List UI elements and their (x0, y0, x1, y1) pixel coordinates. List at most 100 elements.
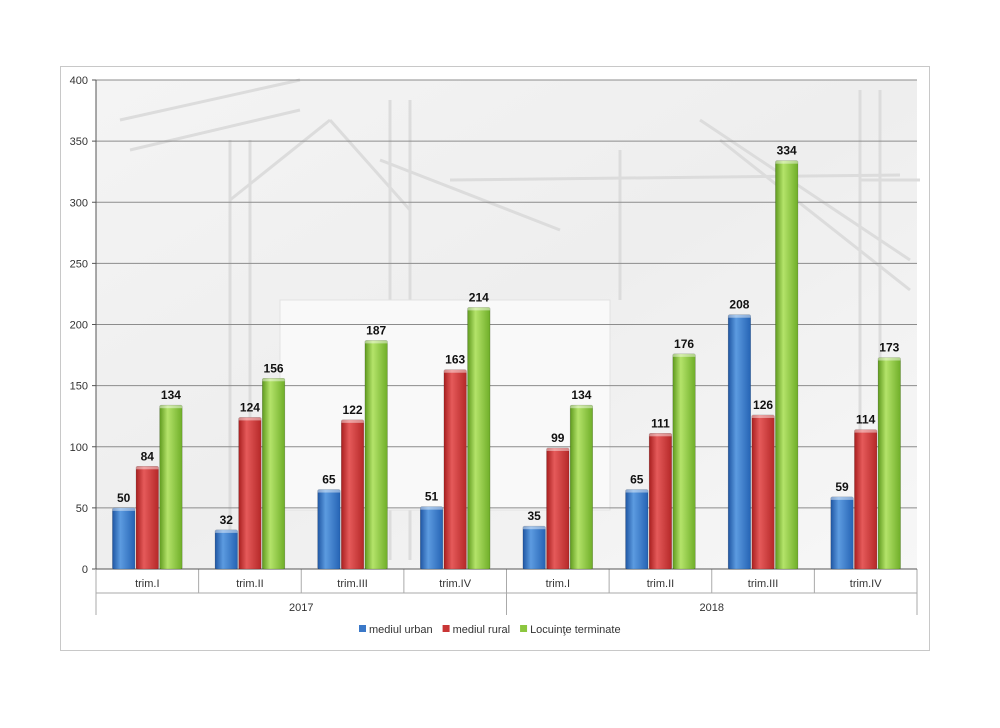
bar (135, 466, 159, 570)
y-tick-label: 100 (70, 442, 88, 454)
legend-swatch (520, 625, 528, 632)
data-label: 99 (551, 431, 565, 445)
y-tick-label: 50 (76, 503, 88, 515)
y-tick-label: 400 (70, 75, 88, 87)
data-label: 32 (220, 513, 234, 527)
data-label: 50 (117, 491, 131, 505)
x-tick-label: trim.III (748, 578, 779, 590)
legend-label: mediul urban (369, 624, 433, 636)
bar (112, 507, 136, 570)
bar-top-highlight (672, 353, 696, 357)
bar (727, 314, 751, 570)
bar-top-highlight (570, 405, 593, 409)
bar-top-highlight (830, 496, 854, 500)
legend-swatch (359, 625, 366, 632)
bar (625, 489, 649, 570)
data-label: 173 (879, 341, 899, 355)
bar (569, 404, 593, 570)
x-tick-label: trim.IV (439, 578, 471, 590)
bar-top-highlight (443, 369, 467, 373)
bar (317, 489, 341, 570)
bar (522, 525, 546, 570)
bar-top-highlight (751, 414, 775, 418)
bar (214, 529, 238, 570)
bar (672, 353, 696, 570)
background-line (699, 118, 911, 262)
data-label: 51 (425, 490, 439, 504)
data-label: 187 (366, 323, 386, 337)
background-line (129, 108, 301, 152)
bar (854, 429, 878, 570)
bar-top-highlight (136, 466, 159, 470)
background-line (229, 118, 331, 202)
data-label: 176 (674, 337, 694, 351)
axes: 0 50 100 150 200 250 300 350 400 trim.I trim.II tri… (70, 75, 918, 615)
data-label: 111 (651, 416, 670, 430)
bar (443, 369, 467, 570)
data-labels: 50 32 65 51 35 65 208 59 84 124 122 163 99 111 126 114 1… (117, 144, 900, 527)
data-label: 35 (528, 509, 542, 523)
group-label: 2018 (700, 602, 724, 614)
x-tick-label: trim.I (135, 578, 159, 590)
data-label: 134 (571, 388, 591, 402)
y-tick-label: 300 (70, 197, 88, 209)
data-label: 65 (322, 473, 336, 487)
background-line (449, 173, 901, 182)
x-tick-label: trim.II (236, 578, 264, 590)
bar (877, 357, 901, 570)
x-tick-label: trim.III (337, 578, 368, 590)
bar (546, 447, 570, 570)
bar-top-highlight (420, 506, 443, 510)
bar-top-highlight (625, 489, 649, 493)
legend-swatch (442, 625, 450, 632)
data-label: 334 (777, 144, 797, 158)
bar-top-highlight (112, 507, 135, 511)
bar-top-highlight (364, 340, 388, 344)
bar (262, 377, 286, 570)
bar-top-highlight (649, 433, 672, 437)
bar (648, 433, 672, 570)
bar-top-highlight (878, 357, 901, 361)
y-tick-label: 150 (70, 381, 88, 393)
bar-top-highlight (262, 378, 285, 382)
bar-top-highlight (317, 489, 341, 493)
data-label: 124 (240, 400, 260, 414)
bar (341, 419, 365, 570)
bar (420, 506, 444, 570)
bar-top-highlight (775, 160, 798, 164)
bar (751, 414, 775, 570)
y-tick-label: 200 (70, 320, 88, 332)
x-tick-label: trim.II (647, 578, 675, 590)
data-label: 114 (856, 413, 876, 427)
group-label: 2017 (289, 602, 313, 614)
bar-top-highlight (728, 314, 751, 318)
bar-top-highlight (854, 429, 877, 433)
bar-top-highlight (341, 419, 364, 423)
background-line (119, 78, 301, 122)
bar-top-highlight (467, 307, 491, 311)
bar-top-highlight (546, 447, 570, 451)
data-label: 156 (264, 361, 284, 375)
x-tick-label: trim.I (546, 578, 570, 590)
legend-label: mediul rural (453, 624, 510, 636)
data-label: 59 (835, 480, 849, 494)
data-label: 163 (445, 353, 465, 367)
bar (364, 340, 388, 570)
bar-top-highlight (238, 417, 262, 421)
bars (112, 160, 901, 570)
legend: mediul urban mediul rural Locuinţe termina… (359, 624, 621, 636)
background-line (719, 138, 911, 292)
data-label: 126 (753, 398, 773, 412)
data-label: 214 (469, 290, 489, 304)
y-tick-label: 350 (70, 136, 88, 148)
x-tick-label: trim.IV (850, 578, 882, 590)
data-label: 122 (343, 403, 363, 417)
bar (830, 496, 854, 570)
background-line (328, 119, 412, 211)
bar-top-highlight (215, 529, 238, 533)
bar (775, 160, 799, 570)
data-label: 134 (161, 388, 181, 402)
background-line (379, 158, 561, 232)
y-tick-label: 0 (82, 564, 88, 576)
